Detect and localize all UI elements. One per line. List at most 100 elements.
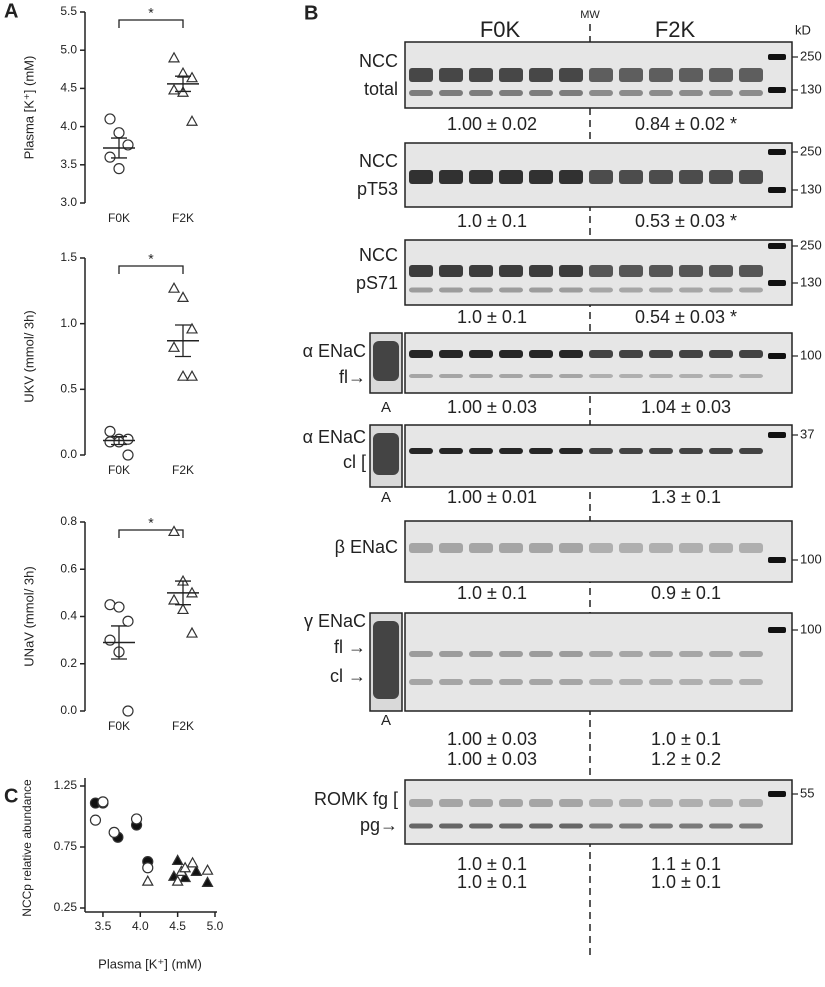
band [739,823,763,829]
band [529,350,553,358]
quantification: 0.9 ± 0.1 [651,583,721,603]
mw-label: 130 [800,81,822,96]
band [739,448,763,454]
band [619,90,643,96]
error-bar [111,435,127,446]
band [469,374,493,378]
mw-label: 100 [800,551,822,566]
band [559,170,583,184]
band [649,543,673,553]
band [739,265,763,277]
band [739,90,763,96]
band [439,679,463,685]
point [190,865,203,876]
band [439,543,463,553]
band [499,448,523,454]
band [739,374,763,378]
band [709,448,733,454]
ladder-band [768,243,786,249]
ladder-band [768,87,786,93]
band [469,265,493,277]
band [619,265,643,277]
mw-header: MW [580,9,600,21]
ladder-band [768,280,786,286]
row-label: NCC [359,151,398,171]
x-tick-label: F2K [172,719,194,733]
point [167,525,181,537]
point [142,862,154,874]
mw-label: 250 [800,143,822,158]
ladder-band [768,432,786,438]
quantification: 1.00 ± 0.03 [447,729,537,749]
quantification: 1.1 ± 0.1 [651,854,721,874]
band [589,68,613,82]
y-axis-label: UNaV (mmol/ 3h) [21,566,36,666]
row-label: pT53 [357,179,398,199]
band [739,170,763,184]
row-label: α ENaC [303,427,366,447]
mw-label: 250 [800,237,822,252]
band [589,350,613,358]
significance-bracket [118,265,184,274]
band [409,287,433,293]
ladder-band [768,627,786,633]
band [619,799,643,807]
point [186,856,199,868]
quantification: 1.0 ± 0.1 [457,583,527,603]
x-tick-label: F2K [172,463,194,477]
point [201,863,214,875]
band [409,799,433,807]
panel-label: C [4,785,18,807]
band [709,287,733,293]
lane-label: A [381,489,391,506]
band [559,265,583,277]
band [649,350,673,358]
y-axis-label: Plasma [K⁺] (mM) [21,56,36,160]
point [185,115,199,126]
band [619,448,643,454]
band [649,799,673,807]
panel-label: B [304,2,318,24]
point [104,151,116,163]
band [709,651,733,657]
y-tick-label: 3.5 [60,157,77,171]
band [439,90,463,96]
band [649,170,673,184]
band [499,90,523,96]
point [185,369,199,381]
x-axis-label: Plasma [K⁺] (mM) [98,956,202,971]
point [167,51,181,63]
y-tick-label: 0.5 [60,382,77,396]
y-axis-label: UKV (mmol/ 3h) [21,310,36,402]
point [167,593,181,605]
band [373,341,399,381]
band [439,448,463,454]
error-bar [175,75,191,93]
group-header: F2K [655,17,696,42]
band [439,823,463,829]
band [499,823,523,829]
point [113,601,125,613]
quantification: 1.00 ± 0.03 [447,397,537,417]
quantification: 1.0 ± 0.1 [457,211,527,231]
band [649,651,673,657]
band [559,679,583,685]
error-bar [175,324,191,358]
y-tick-label: 4.0 [60,119,77,133]
band [619,170,643,184]
significance: * [148,5,154,21]
band [589,823,613,829]
band [529,68,553,82]
blot [404,520,793,583]
x-tick-label: 4.0 [132,919,149,933]
band [679,448,703,454]
y-tick-label: 0.0 [60,447,77,461]
row-label: pg→ [360,815,398,835]
band [649,823,673,829]
ladder-band [768,557,786,563]
band [439,287,463,293]
x-tick-label: 3.5 [95,919,112,933]
band [373,433,399,475]
blot [404,612,793,712]
